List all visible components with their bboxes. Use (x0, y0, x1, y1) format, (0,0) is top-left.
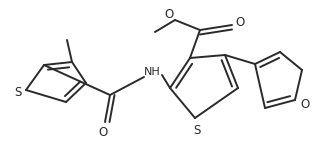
Text: O: O (98, 125, 108, 139)
Text: S: S (193, 124, 201, 137)
Text: O: O (165, 7, 173, 21)
Text: O: O (300, 97, 310, 110)
Text: S: S (14, 85, 22, 98)
Text: NH: NH (144, 67, 161, 77)
Text: O: O (235, 16, 245, 30)
